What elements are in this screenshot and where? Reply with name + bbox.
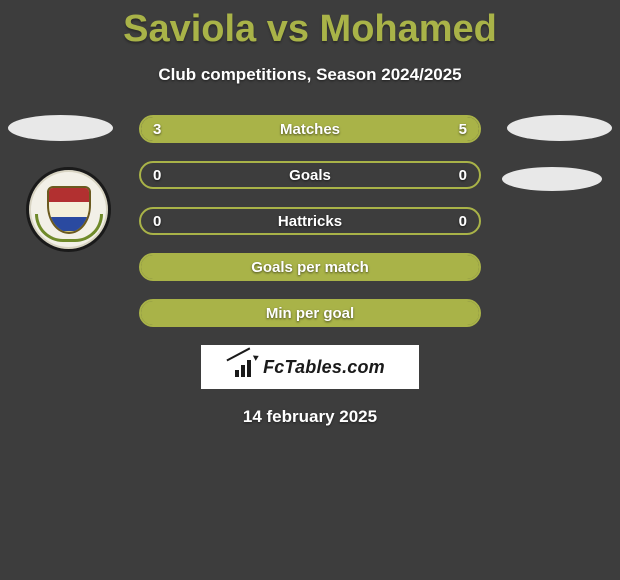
chart-icon	[235, 357, 257, 377]
stat-bar: 00Hattricks	[139, 207, 481, 235]
stat-label: Goals per match	[141, 255, 479, 279]
page-subtitle: Club competitions, Season 2024/2025	[0, 65, 620, 85]
footer-date: 14 february 2025	[0, 407, 620, 427]
club-right-placeholder	[502, 167, 602, 191]
stat-bar: Goals per match	[139, 253, 481, 281]
brand-box: FcTables.com	[201, 345, 419, 389]
stat-bar: 00Goals	[139, 161, 481, 189]
stat-label: Hattricks	[141, 209, 479, 233]
brand-text: FcTables.com	[263, 357, 385, 378]
player-right-placeholder	[507, 115, 612, 141]
club-left-crest	[26, 167, 111, 252]
stat-bar: 35Matches	[139, 115, 481, 143]
stat-label: Min per goal	[141, 301, 479, 325]
stat-label: Goals	[141, 163, 479, 187]
player-left-placeholder	[8, 115, 113, 141]
comparison-content: 35Matches 00Goals 00Hattricks Goals per mat…	[0, 115, 620, 427]
stat-bar: Min per goal	[139, 299, 481, 327]
stat-bar-list: 35Matches 00Goals 00Hattricks Goals per mat…	[139, 115, 481, 327]
stat-label: Matches	[141, 117, 479, 141]
page-title: Saviola vs Mohamed	[0, 0, 620, 51]
